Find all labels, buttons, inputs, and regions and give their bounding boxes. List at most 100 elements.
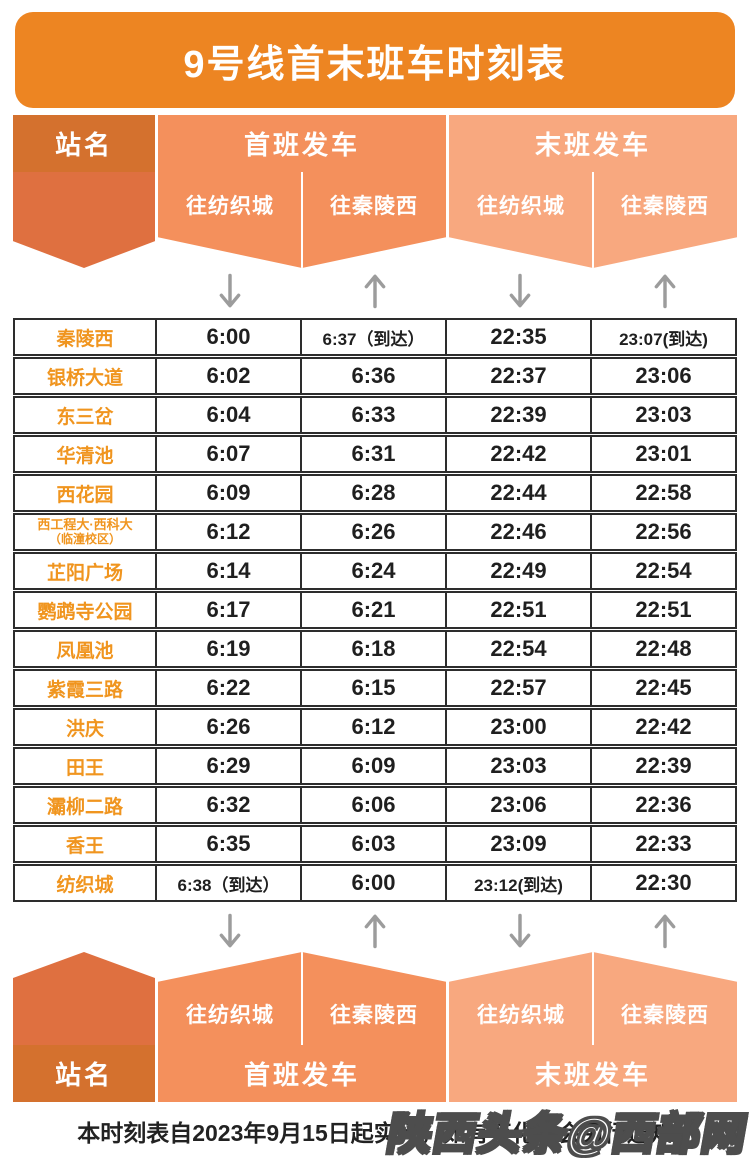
time-cell: 6:17	[155, 593, 300, 627]
direction-arrow-up-icon	[592, 272, 737, 310]
header-row-top: 站名 首班发车 末班发车	[13, 115, 737, 172]
station-name-cell: 鹦鹉寺公园	[37, 601, 133, 623]
time-cell: 6:28	[300, 476, 445, 510]
header-row-bottom: 站名 首班发车 末班发车	[13, 1045, 737, 1102]
time-cell: 22:46	[445, 515, 590, 549]
direction-arrow-down-icon	[158, 272, 303, 310]
time-cell: 22:39	[445, 398, 590, 432]
station-name-cell: 西工程大·西科大 （临潼校区）	[37, 516, 133, 546]
direction-arrows-bottom	[158, 912, 737, 950]
time-cell: 6:14	[155, 554, 300, 588]
column-divider	[301, 172, 303, 268]
time-cell: 22:42	[445, 437, 590, 471]
header-first-train: 首班发车	[158, 115, 446, 172]
time-cell: 6:21	[300, 593, 445, 627]
direction-label-to-qinlingxi: 往秦陵西	[621, 195, 709, 218]
direction-arrow-down-icon	[448, 272, 593, 310]
station-name-cell: 华清池	[56, 445, 114, 467]
first-train-direction-block: 往纺织城 往秦陵西	[158, 172, 446, 268]
direction-label-to-qinlingxi: 往秦陵西	[330, 195, 418, 218]
timetable-poster: 9号线首末班车时刻表 站名 首班发车 末班发车 往纺织城 往秦陵西 往纺织城 往…	[0, 12, 750, 1160]
time-cell: 22:54	[445, 632, 590, 666]
time-cell: 22:57	[445, 671, 590, 705]
time-cell: 23:06	[445, 788, 590, 822]
table-row: 西花园 6:09 6:28 22:44 22:58	[13, 474, 737, 512]
footer-note: 本时刻表自2023年9月15日起实行，如有变化将会另行通知	[77, 1120, 673, 1146]
time-cell: 22:48	[590, 632, 735, 666]
direction-header-top: 往纺织城 往秦陵西 往纺织城 往秦陵西	[13, 172, 737, 268]
direction-arrow-up-icon	[303, 272, 448, 310]
title-banner: 9号线首末班车时刻表	[15, 12, 735, 108]
time-cell: 6:36	[300, 359, 445, 393]
station-column-ribbon	[13, 952, 155, 1045]
direction-header-bottom: 往纺织城 往秦陵西 往纺织城 往秦陵西	[13, 952, 737, 1045]
table-row: 纺织城 6:38（到达） 6:00 23:12(到达) 22:30	[13, 864, 737, 902]
header-first-train: 首班发车	[158, 1045, 446, 1102]
time-cell: 6:09	[300, 749, 445, 783]
time-cell: 23:00	[445, 710, 590, 744]
direction-arrow-down-icon	[448, 912, 593, 950]
time-cell: 6:09	[155, 476, 300, 510]
station-name-cell: 东三岔	[56, 406, 114, 428]
header-station: 站名	[13, 115, 155, 172]
time-cell: 6:02	[155, 359, 300, 393]
direction-arrow-up-icon	[303, 912, 448, 950]
station-name-cell: 灞柳二路	[46, 796, 123, 818]
station-name-cell: 紫霞三路	[46, 679, 123, 701]
time-cell: 22:51	[445, 593, 590, 627]
station-name-cell: 香王	[65, 835, 104, 857]
direction-arrow-down-icon	[158, 912, 303, 950]
column-divider	[592, 952, 594, 1045]
time-cell: 22:51	[590, 593, 735, 627]
time-cell: 6:06	[300, 788, 445, 822]
time-cell: 6:31	[300, 437, 445, 471]
time-cell: 6:22	[155, 671, 300, 705]
time-cell: 6:00	[155, 320, 300, 354]
time-cell: 22:33	[590, 827, 735, 861]
time-cell: 23:06	[590, 359, 735, 393]
first-train-direction-block: 往纺织城 往秦陵西	[158, 952, 446, 1045]
table-row: 紫霞三路 6:22 6:15 22:57 22:45	[13, 669, 737, 707]
time-cell: 23:01	[590, 437, 735, 471]
timetable: 秦陵西 6:00 6:37（到达） 22:35 23:07(到达) 银桥大道 6:02 6:3…	[13, 318, 737, 902]
header-station: 站名	[13, 1045, 155, 1102]
time-cell: 6:26	[300, 515, 445, 549]
time-cell: 6:00	[300, 866, 445, 900]
station-name-cell: 凤凰池	[56, 640, 114, 662]
direction-label-to-fangzhicheng: 往纺织城	[477, 195, 565, 218]
time-cell: 22:39	[590, 749, 735, 783]
direction-arrows-top	[158, 272, 737, 310]
watermark: 陕西头条@西部网	[383, 1109, 750, 1160]
time-cell: 22:49	[445, 554, 590, 588]
station-column-ribbon	[13, 172, 155, 268]
time-cell: 6:24	[300, 554, 445, 588]
station-name-cell: 田王	[65, 757, 104, 779]
time-cell: 6:26	[155, 710, 300, 744]
time-cell: 22:42	[590, 710, 735, 744]
station-name-cell: 秦陵西	[56, 328, 114, 350]
page-title: 9号线首末班车时刻表	[183, 43, 567, 86]
time-cell: 22:30	[590, 866, 735, 900]
time-cell: 22:37	[445, 359, 590, 393]
table-row: 灞柳二路 6:32 6:06 23:06 22:36	[13, 786, 737, 824]
table-row: 银桥大道 6:02 6:36 22:37 23:06	[13, 357, 737, 395]
time-cell: 6:32	[155, 788, 300, 822]
station-name-cell: 银桥大道	[46, 367, 123, 389]
last-train-direction-block: 往纺织城 往秦陵西	[449, 952, 737, 1045]
time-cell: 22:58	[590, 476, 735, 510]
time-cell: 6:38（到达）	[155, 866, 300, 900]
time-cell: 6:19	[155, 632, 300, 666]
column-divider	[301, 952, 303, 1045]
table-row: 香王 6:35 6:03 23:09 22:33	[13, 825, 737, 863]
station-name-cell: 纺织城	[56, 874, 114, 896]
table-row: 东三岔 6:04 6:33 22:39 23:03	[13, 396, 737, 434]
table-row: 芷阳广场 6:14 6:24 22:49 22:54	[13, 552, 737, 590]
time-cell: 23:12(到达)	[445, 866, 590, 900]
direction-label-to-fangzhicheng: 往纺织城	[186, 195, 274, 218]
time-cell: 6:04	[155, 398, 300, 432]
direction-label-to-qinlingxi: 往秦陵西	[330, 1003, 418, 1027]
time-cell: 23:03	[590, 398, 735, 432]
time-cell: 6:12	[300, 710, 445, 744]
last-train-direction-block: 往纺织城 往秦陵西	[449, 172, 737, 268]
time-cell: 22:36	[590, 788, 735, 822]
